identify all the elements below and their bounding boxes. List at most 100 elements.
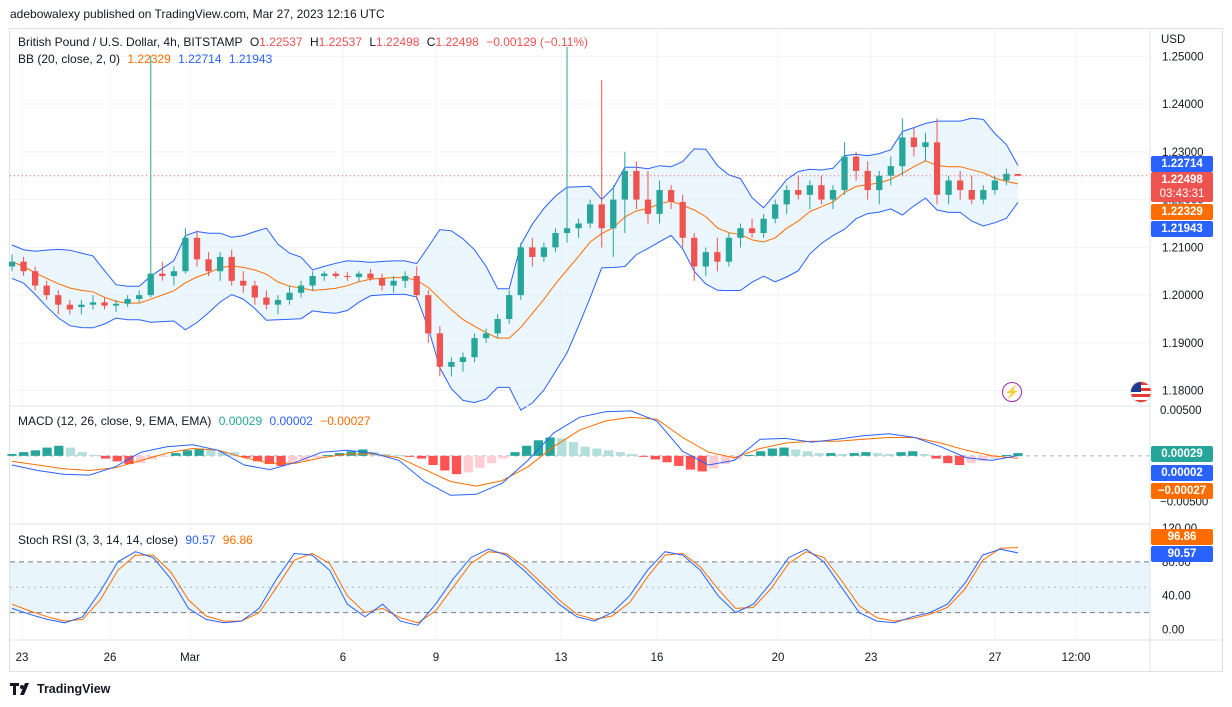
macd-histogram-bar (299, 455, 310, 461)
macd-histogram-bar (89, 454, 99, 456)
candle-body (818, 185, 825, 200)
candle-body (274, 299, 282, 305)
candle-body (563, 228, 571, 234)
time-axis: 23 26 Mar 6 9 13 16 20 23 27 12:00 (16, 652, 1091, 664)
flag-canton (1131, 382, 1141, 392)
footer-brand[interactable]: TradingView (10, 682, 110, 696)
close-value: 1.22498 (435, 35, 479, 49)
candle-body (170, 271, 178, 277)
macd-histogram-bar (1013, 453, 1023, 456)
candle-body (910, 137, 918, 148)
high-value: 1.22537 (318, 35, 363, 49)
macd-histogram-bar (65, 447, 76, 456)
macd-histogram-bar (709, 455, 719, 469)
macd-hist-value: 0.00029 (218, 414, 263, 428)
candle-body (598, 204, 605, 229)
macd-title[interactable]: MACD (12, 26, close, 9, EMA, EMA) (18, 414, 212, 428)
macd-pane (7, 410, 1150, 496)
candle-body (702, 252, 709, 267)
macd-histogram-bar (7, 454, 17, 456)
stoch-d-value: 96.86 (222, 533, 253, 547)
macd-histogram-bar (428, 455, 438, 465)
symbol-legend[interactable]: British Pound / U.S. Dollar, 4h, BITSTAM… (18, 35, 592, 49)
macd-histogram-bar (756, 451, 766, 456)
candle-body (321, 273, 328, 277)
candle-body (355, 273, 363, 277)
macd-tick-label: −0.00500 (1160, 497, 1208, 509)
stoch-legend[interactable]: Stoch RSI (3, 3, 14, 14, close) 90.57 96… (18, 533, 257, 547)
macd-histogram-bar (884, 454, 894, 456)
time-tick-label: 23 (16, 652, 29, 664)
macd-histogram-bar (241, 455, 251, 458)
candle-body (806, 185, 814, 195)
candle-body (587, 204, 594, 224)
macd-histogram-bar (791, 449, 801, 456)
candle-body (482, 333, 490, 339)
candle-body (933, 142, 941, 195)
candle-body (471, 338, 478, 358)
us-flag-icon[interactable] (1131, 382, 1151, 402)
candle-body (390, 280, 397, 286)
macd-histogram-bar (194, 448, 204, 456)
candle-body (136, 295, 143, 299)
bb-lower-value: 1.21943 (228, 52, 273, 66)
candle-body (436, 333, 443, 367)
price-tick-label: 1.25000 (1162, 51, 1204, 63)
currency-label[interactable]: USD (1161, 34, 1186, 46)
macd-line-value: 0.00002 (269, 414, 313, 428)
candle-body (263, 297, 270, 305)
bb-upper-value: 1.22714 (178, 52, 222, 66)
close-label: C (426, 35, 436, 49)
candle-body (679, 201, 686, 238)
tradingview-logo-icon (10, 683, 29, 695)
stoch-title[interactable]: Stoch RSI (3, 3, 14, 14, close) (18, 533, 179, 547)
macd-histogram-bar (931, 455, 941, 459)
macd-histogram-bar (159, 455, 169, 457)
macd-histogram-bar (264, 455, 274, 465)
macd-histogram-bar (849, 453, 859, 456)
candle-body (55, 295, 62, 305)
macd-histogram-bar (802, 451, 813, 456)
candle-body (297, 285, 305, 293)
macd-histogram-bar (826, 453, 836, 456)
symbol-title[interactable]: British Pound / U.S. Dollar, 4h, BITSTAM… (18, 35, 243, 49)
candle-body (378, 278, 386, 286)
candle-body (957, 180, 964, 191)
time-tick-label: 23 (865, 652, 878, 664)
candle-body (147, 273, 154, 296)
candle-body (991, 180, 999, 191)
candle-body (344, 276, 351, 278)
tag-macd-line: 0.00002 (1151, 465, 1213, 481)
candle-body (621, 170, 628, 200)
bb-basis-value: 1.22329 (127, 52, 171, 66)
bb-title[interactable]: BB (20, close, 2, 0) (18, 52, 121, 66)
macd-histogram-bar (100, 455, 111, 459)
macd-histogram-bar (19, 452, 29, 456)
candle-body (540, 247, 548, 257)
candle-body (286, 292, 293, 300)
candle-body (402, 276, 409, 281)
time-tick-label: 16 (651, 652, 664, 664)
bb-legend[interactable]: BB (20, close, 2, 0) 1.22329 1.22714 1.2… (18, 52, 276, 66)
macd-histogram-bar (217, 451, 228, 456)
candle-body (864, 170, 871, 191)
candle-body (748, 228, 756, 234)
macd-histogram-bar (522, 445, 532, 456)
candle-body (795, 190, 802, 195)
macd-histogram-bar (486, 455, 497, 464)
lightning-icon[interactable]: ⚡ (1002, 382, 1022, 402)
macd-histogram-bar (533, 440, 544, 456)
candle-body (876, 175, 883, 191)
pane-separators (10, 29, 1222, 671)
tag-countdown: 03:43:31 (1159, 188, 1205, 200)
candle-body (78, 304, 85, 308)
candle-body (216, 256, 224, 272)
macd-histogram-bar (405, 455, 415, 457)
stoch-tick-label: 40.00 (1162, 591, 1191, 603)
macd-histogram-bar (288, 455, 298, 464)
macd-histogram-bar (1001, 454, 1011, 456)
macd-legend[interactable]: MACD (12, 26, close, 9, EMA, EMA) 0.0002… (18, 414, 375, 428)
price-tick-label: 1.19000 (1162, 338, 1204, 350)
stoch-d-line (11, 547, 1019, 624)
